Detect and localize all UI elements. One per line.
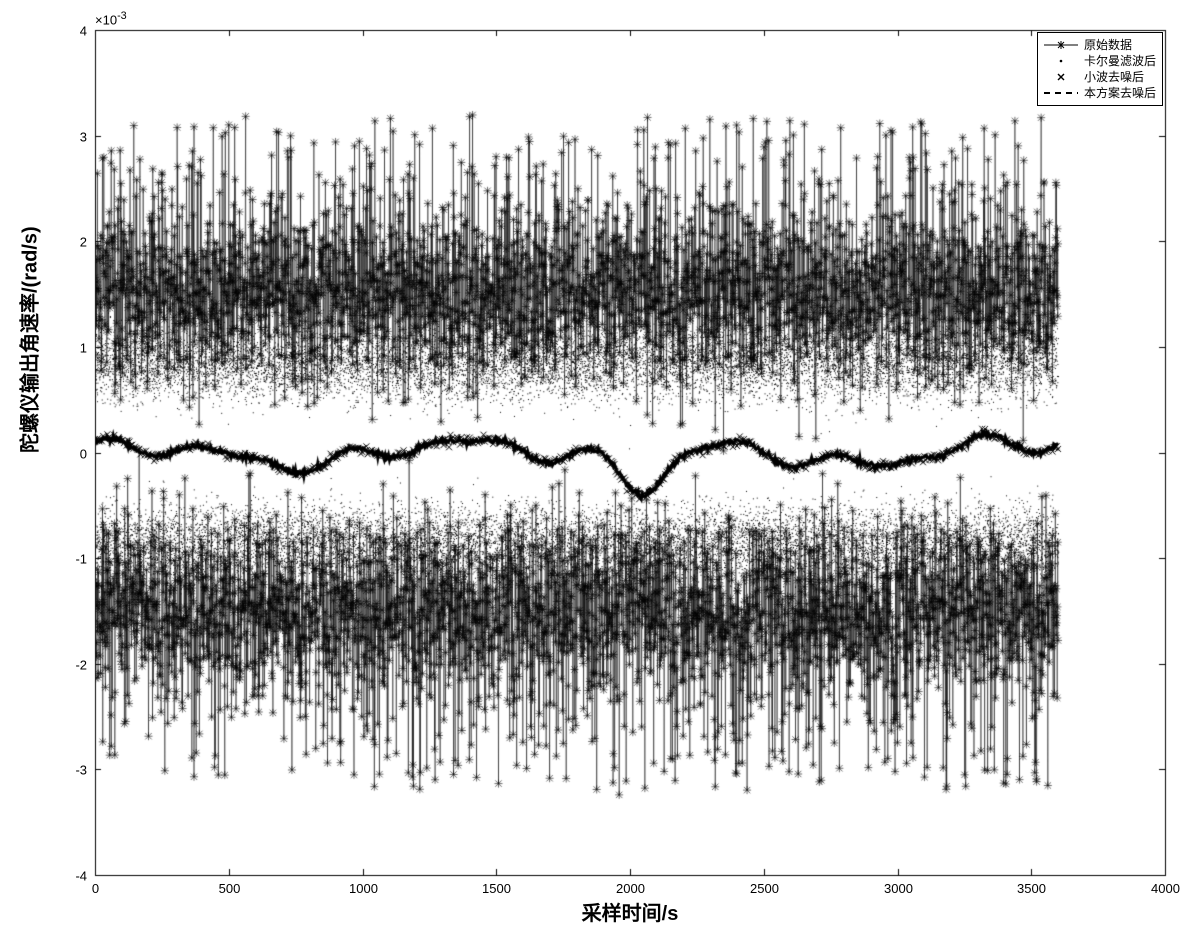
chart-container: ×10-3 陀螺仪输出角速率/(rad/s) 采样时间/s 原始数据 卡尔曼滤波…: [0, 0, 1203, 938]
legend-item-raw: 原始数据: [1044, 37, 1156, 53]
x-tick-label: 500: [219, 881, 241, 896]
legend-item-kalman: 卡尔曼滤波后: [1044, 53, 1156, 69]
y-axis-label: 陀螺仪输出角速率/(rad/s): [14, 226, 43, 453]
x-tick-label: 3000: [884, 881, 913, 896]
y-tick-label: 2: [80, 234, 87, 249]
x-tick-label: 3500: [1017, 881, 1046, 896]
x-tick-label: 2500: [750, 881, 779, 896]
star-line-icon: [1044, 38, 1078, 52]
legend-label: 卡尔曼滤波后: [1084, 53, 1156, 69]
y-tick-label: -2: [75, 657, 87, 672]
x-tick-label: 0: [92, 881, 99, 896]
x-tick-label: 2000: [616, 881, 645, 896]
y-tick-label: -1: [75, 551, 87, 566]
y-axis-exponent: ×10-3: [95, 10, 127, 27]
legend-item-proposed: 本方案去噪后: [1044, 85, 1156, 101]
y-tick-label: -3: [75, 762, 87, 777]
legend-item-wavelet: 小波去噪后: [1044, 69, 1156, 85]
y-tick-label: -4: [75, 868, 87, 883]
dot-icon: [1044, 54, 1078, 68]
legend-label: 本方案去噪后: [1084, 85, 1156, 101]
scatter-plot-canvas: [0, 0, 1203, 938]
x-tick-label: 4000: [1151, 881, 1180, 896]
dash-line-icon: [1044, 86, 1078, 100]
y-tick-label: 3: [80, 129, 87, 144]
y-tick-label: 4: [80, 23, 87, 38]
legend: 原始数据 卡尔曼滤波后 小波去噪后 本方案去噪后: [1037, 32, 1163, 106]
legend-label: 原始数据: [1084, 37, 1132, 53]
y-tick-label: 1: [80, 340, 87, 355]
x-axis-label: 采样时间/s: [582, 897, 679, 926]
legend-label: 小波去噪后: [1084, 69, 1144, 85]
x-marker-icon: [1044, 70, 1078, 84]
y-tick-label: 0: [80, 446, 87, 461]
x-tick-label: 1500: [482, 881, 511, 896]
x-tick-label: 1000: [349, 881, 378, 896]
